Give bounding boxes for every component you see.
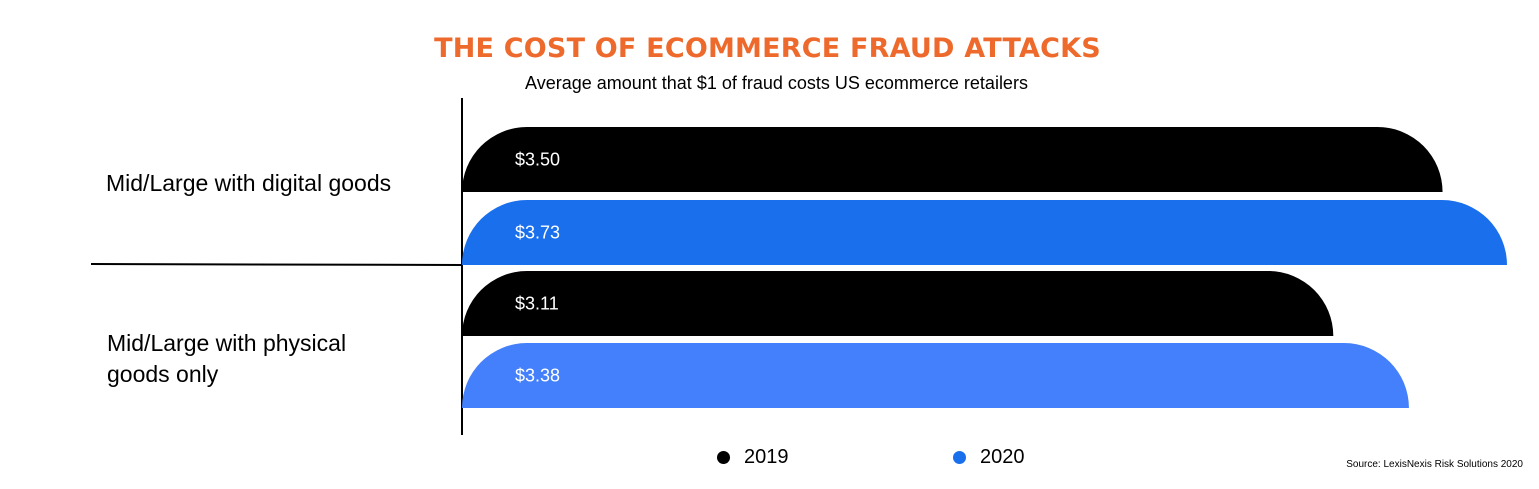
bar-label-2020-category-0: $3.73 (515, 223, 560, 243)
bars-group: $3.50 $3.73 $3.11 $3.38 (462, 127, 1507, 408)
chart-title: THE COST OF ECOMMERCE FRAUD ATTACKS (434, 33, 1101, 64)
bar-2020-category-0 (462, 200, 1507, 265)
bar-2019-category-1 (462, 271, 1334, 336)
legend-label-2019: 2019 (744, 446, 789, 468)
category-label-digital-goods: Mid/Large with digital goods (106, 170, 392, 196)
source-note: Source: LexisNexis Risk Solutions 2020 (1346, 459, 1523, 470)
bar-label-2019-category-0: $3.50 (515, 150, 560, 170)
category-label-physical-goods: Mid/Large with physical goods only (107, 330, 347, 387)
legend-dot-2019 (717, 451, 730, 464)
legend-label-2020: 2020 (980, 446, 1025, 468)
legend-item-2020: 2020 (953, 446, 1025, 469)
legend-dot-2020 (953, 451, 966, 464)
bar-label-2020-category-1: $3.38 (515, 366, 560, 386)
bar-label-2019-category-1: $3.11 (515, 294, 559, 314)
chart-subtitle: Average amount that $1 of fraud costs US… (525, 73, 1028, 93)
bar-2020-category-1 (462, 343, 1409, 408)
bar-2019-category-0 (462, 127, 1443, 192)
legend-item-2019: 2019 (717, 446, 789, 469)
category-divider (90, 263, 463, 266)
